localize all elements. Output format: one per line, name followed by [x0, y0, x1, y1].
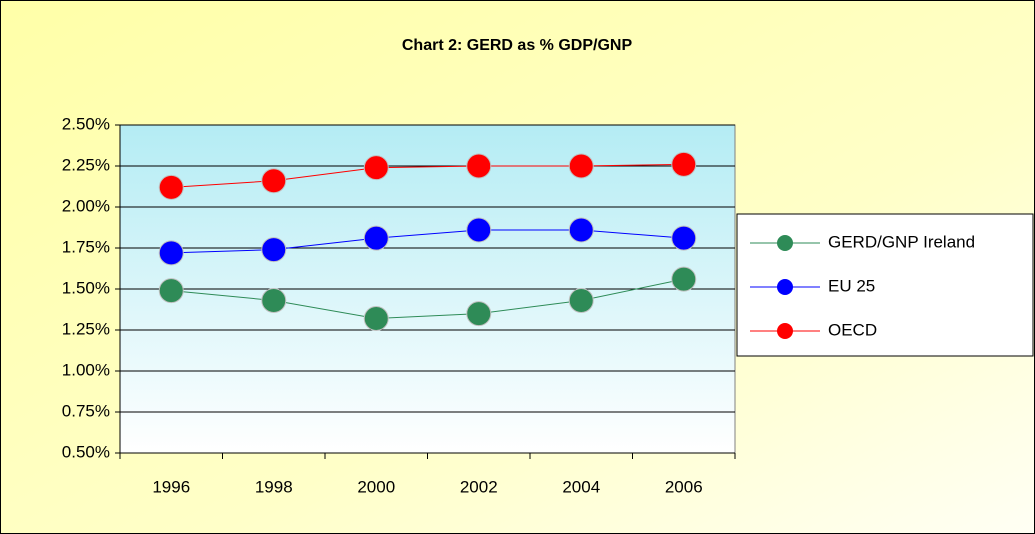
legend-label: OECD: [828, 320, 877, 339]
data-point: [158, 174, 184, 200]
data-point: [671, 151, 697, 177]
y-tick-label: 1.50%: [62, 278, 110, 297]
data-point: [363, 155, 389, 181]
x-tick-label: 1998: [255, 477, 293, 496]
x-tick-label: 2000: [357, 477, 395, 496]
y-tick-label: 1.75%: [62, 237, 110, 256]
data-point: [568, 287, 594, 313]
series-line: [171, 278, 684, 320]
y-tick-label: 2.00%: [62, 196, 110, 215]
y-tick-label: 1.00%: [62, 360, 110, 379]
data-point: [568, 217, 594, 243]
legend-label: EU 25: [828, 276, 875, 295]
y-tick-label: 1.25%: [62, 319, 110, 338]
data-point: [363, 225, 389, 251]
series-line: [171, 163, 684, 188]
data-point: [363, 306, 389, 332]
legend-marker: [777, 323, 793, 339]
data-point: [158, 278, 184, 304]
series-line: [171, 229, 684, 254]
data-point: [158, 240, 184, 266]
data-point: [261, 287, 287, 313]
x-tick-label: 2002: [460, 477, 498, 496]
legend-label: GERD/GNP Ireland: [828, 232, 975, 251]
y-tick-label: 0.50%: [62, 442, 110, 461]
legend-marker: [777, 279, 793, 295]
x-tick-label: 2004: [562, 477, 600, 496]
data-point: [261, 168, 287, 194]
chart-title: Chart 2: GERD as % GDP/GNP: [402, 37, 633, 54]
data-point: [261, 237, 287, 263]
data-point: [671, 225, 697, 251]
data-point: [671, 266, 697, 292]
data-point: [466, 153, 492, 179]
y-tick-label: 2.25%: [62, 155, 110, 174]
legend-marker: [777, 235, 793, 251]
y-tick-label: 0.75%: [62, 401, 110, 420]
x-tick-label: 2006: [665, 477, 703, 496]
data-point: [568, 153, 594, 179]
data-point: [466, 301, 492, 327]
x-tick-label: 1996: [152, 477, 190, 496]
data-point: [466, 217, 492, 243]
y-tick-label: 2.50%: [62, 114, 110, 133]
